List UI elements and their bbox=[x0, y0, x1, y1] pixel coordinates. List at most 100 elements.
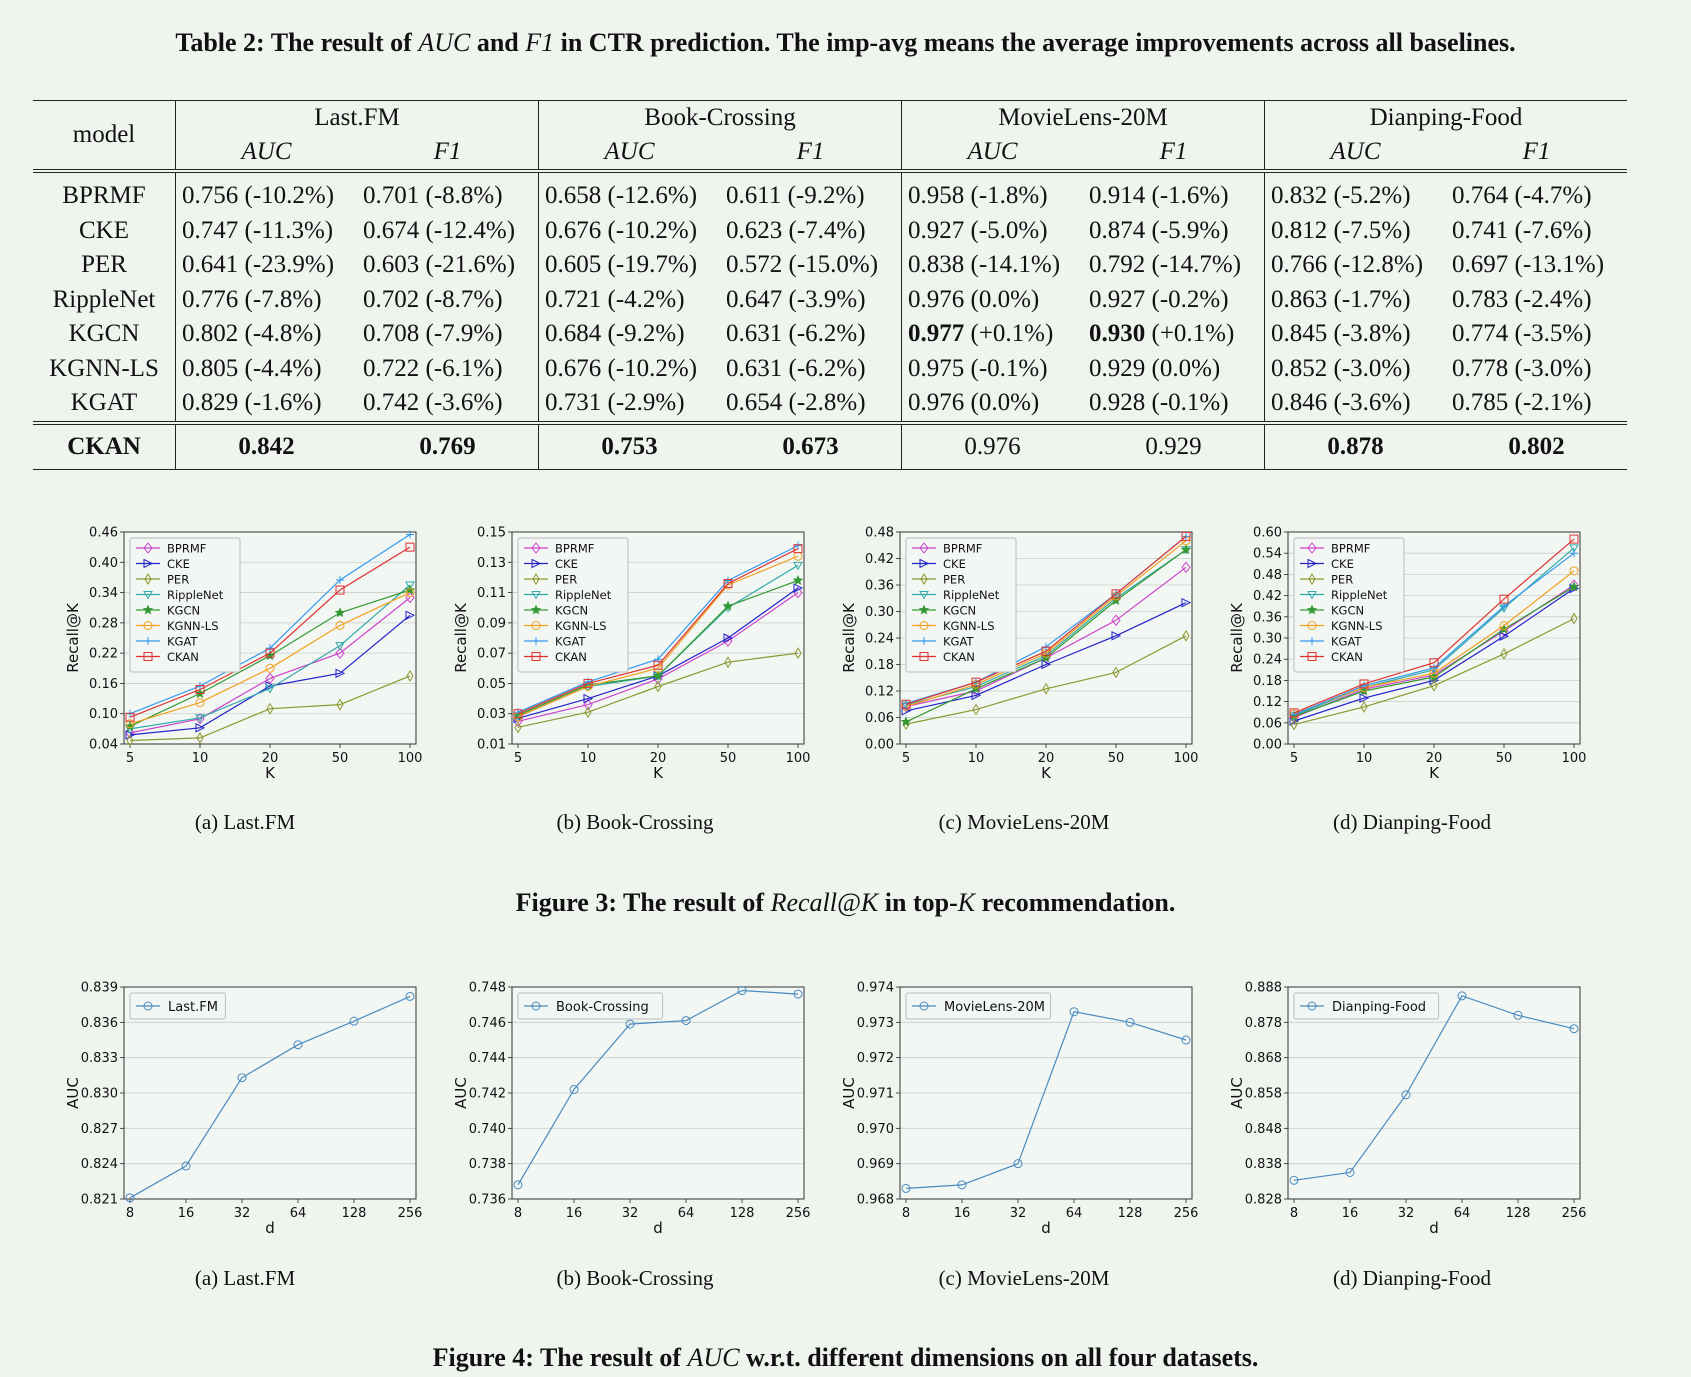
subcaption: (a) Last.FM bbox=[194, 810, 296, 834]
point-marker bbox=[531, 558, 542, 569]
y-tick-label: 0.00 bbox=[865, 738, 894, 753]
series-per bbox=[514, 647, 802, 734]
legend-label: KGAT bbox=[167, 635, 198, 649]
point-marker bbox=[406, 530, 414, 539]
plot-frame bbox=[511, 986, 805, 1200]
cell-value: 0.701 bbox=[363, 182, 420, 210]
x-tick-label: 64 bbox=[1066, 1206, 1083, 1221]
model-name: KGCN bbox=[68, 320, 140, 348]
x-tick-label: 20 bbox=[262, 751, 279, 766]
metric-header: AUC bbox=[538, 135, 720, 171]
cell-value: 0.927 bbox=[1089, 285, 1146, 313]
y-tick-label: 0.838 bbox=[1245, 1157, 1282, 1172]
cell-improvement: (-8.8%) bbox=[425, 182, 503, 210]
table-body: BPRMF 0.756 (-10.2%) 0.701 (-8.8%) 0.658 (-… bbox=[33, 171, 1627, 423]
point-marker bbox=[583, 693, 594, 704]
point-marker bbox=[957, 1180, 967, 1190]
legend-entry: KGCN bbox=[524, 604, 588, 618]
legend-label: CKAN bbox=[555, 650, 587, 664]
cell-improvement: (-0.2%) bbox=[1151, 285, 1229, 313]
legend-label: KGNN-LS bbox=[555, 619, 607, 633]
y-tick-label: 0.12 bbox=[865, 685, 894, 700]
legend-label: BPRMF bbox=[167, 542, 206, 556]
table-cell: 0.785 (-2.1%) bbox=[1446, 386, 1627, 423]
cell-improvement: (0.0%) bbox=[970, 285, 1040, 313]
legend-entry: CKAN bbox=[1300, 650, 1363, 664]
point-marker bbox=[900, 716, 912, 727]
table-cell: 0.927 (-0.2%) bbox=[1083, 283, 1265, 318]
x-tick-label: 128 bbox=[342, 1206, 367, 1221]
x-tick-label: 100 bbox=[398, 751, 423, 766]
legend-entry: BPRMF bbox=[912, 542, 982, 556]
point-marker bbox=[1180, 544, 1192, 555]
table-row: BPRMF 0.756 (-10.2%) 0.701 (-8.8%) 0.658 (-… bbox=[33, 171, 1627, 214]
y-tick-label: 0.972 bbox=[857, 1051, 894, 1066]
series-ckan bbox=[125, 542, 415, 722]
cell-improvement: (0.0%) bbox=[1151, 354, 1221, 382]
cell-improvement: (-3.0%) bbox=[1514, 354, 1592, 382]
legend-label: PER bbox=[555, 573, 577, 587]
point-marker bbox=[920, 573, 928, 585]
point-marker bbox=[1182, 629, 1190, 642]
table-cell: 0.603 (-21.6%) bbox=[357, 248, 539, 283]
y-tick-label: 0.18 bbox=[865, 658, 894, 673]
series-per bbox=[126, 669, 414, 747]
cell-improvement: (-3.9%) bbox=[788, 285, 866, 313]
y-tick-label: 0.971 bbox=[857, 1087, 894, 1102]
point-marker bbox=[532, 573, 540, 585]
table-cell: 0.776 (-7.8%) bbox=[175, 282, 357, 317]
table-cell: 0.676 (-10.2%) bbox=[538, 213, 720, 248]
point-marker bbox=[793, 583, 804, 593]
point-marker bbox=[405, 991, 415, 1001]
legend-entry: CKE bbox=[912, 557, 966, 571]
series-line bbox=[129, 675, 411, 742]
legend-entry: CKAN bbox=[524, 650, 587, 664]
figure4-caption-text-2: w.r.t. different dimensions on all four … bbox=[739, 1343, 1259, 1372]
series-line bbox=[1293, 538, 1575, 714]
point-marker bbox=[1181, 531, 1191, 541]
point-marker bbox=[335, 620, 345, 630]
table-cell: 0.641 (-23.9%) bbox=[175, 248, 357, 283]
series-line bbox=[129, 614, 411, 736]
point-marker bbox=[1042, 682, 1050, 695]
y-tick-label: 0.48 bbox=[865, 526, 894, 541]
figure3-caption-metric: Recall@K bbox=[770, 888, 879, 917]
legend-box bbox=[1293, 537, 1405, 673]
x-axis-label: K bbox=[1429, 764, 1440, 782]
x-tick-label: 128 bbox=[730, 1206, 755, 1221]
legend-entry: PER bbox=[524, 573, 577, 587]
subcaption: (c) MovieLens-20M bbox=[938, 1266, 1110, 1290]
y-tick-label: 0.968 bbox=[857, 1193, 894, 1208]
cell-improvement: (-5.9%) bbox=[1151, 216, 1229, 244]
results-table: model Last.FM Book-Crossing MovieLens-20… bbox=[33, 100, 1627, 470]
point-marker bbox=[1111, 614, 1121, 627]
x-axis-label: K bbox=[653, 764, 664, 782]
table-cell: 0.684 (-9.2%) bbox=[538, 317, 720, 352]
cell-improvement: (-4.7%) bbox=[1514, 182, 1592, 210]
x-tick-label: 16 bbox=[954, 1206, 971, 1221]
series-kgnn-ls bbox=[125, 588, 415, 729]
legend-label: KGNN-LS bbox=[1331, 619, 1383, 633]
cell-value: 0.838 bbox=[908, 251, 965, 279]
x-tick-label: 8 bbox=[514, 1206, 522, 1221]
table-cell: 0.769 bbox=[357, 420, 539, 470]
y-axis-label: AUC bbox=[1228, 1077, 1246, 1109]
series-line bbox=[129, 592, 411, 725]
series-line bbox=[129, 584, 411, 730]
y-tick-label: 0.742 bbox=[469, 1087, 506, 1102]
cell-improvement: (-14.1%) bbox=[970, 251, 1061, 279]
legend-label: Last.FM bbox=[168, 1000, 218, 1015]
legend-label: BPRMF bbox=[1331, 542, 1370, 556]
series-line bbox=[1293, 995, 1575, 1181]
cell-value: 0.647 bbox=[726, 285, 783, 313]
series-line bbox=[517, 548, 799, 715]
point-marker bbox=[195, 723, 206, 733]
plot-frame bbox=[899, 531, 1193, 745]
table-cell: 0.845 (-3.8%) bbox=[1264, 317, 1446, 352]
series-line bbox=[129, 546, 411, 718]
legend-label: BPRMF bbox=[555, 542, 594, 556]
point-marker bbox=[1289, 708, 1299, 718]
x-tick-label: 5 bbox=[514, 751, 522, 766]
point-marker bbox=[1359, 679, 1369, 689]
legend-entry: PER bbox=[136, 573, 189, 587]
